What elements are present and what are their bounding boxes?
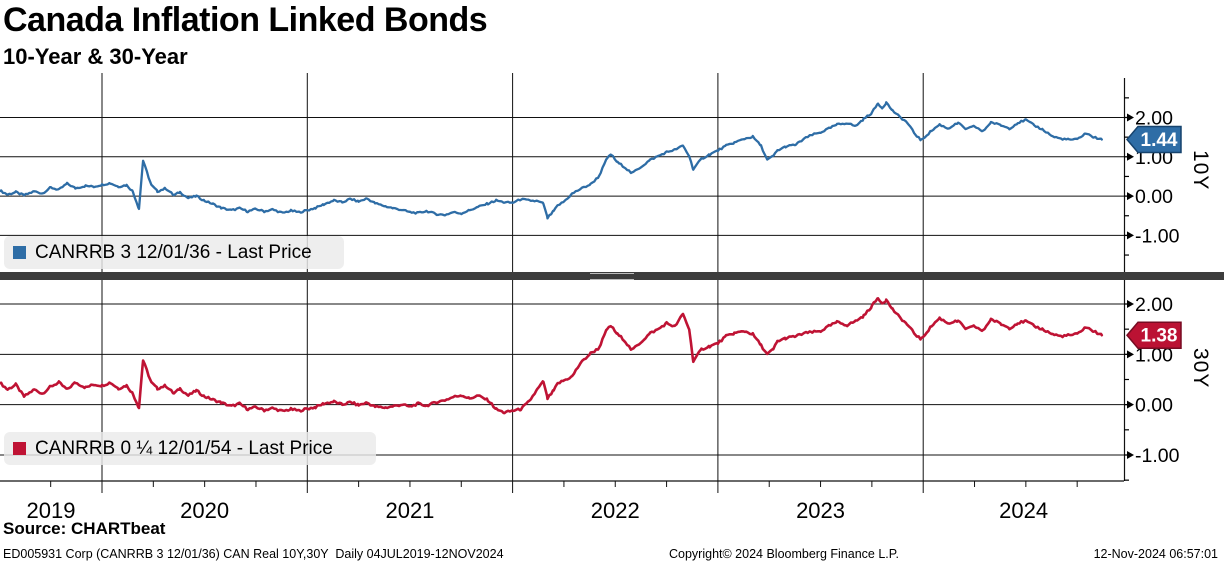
chart-subtitle: 10-Year & 30-Year [3, 44, 188, 69]
y-tick-label: 1.00 [1135, 344, 1173, 366]
y-tick-arrow-icon [1127, 350, 1134, 359]
y-tick-arrow-icon [1127, 192, 1134, 201]
legend-label-10y: CANRRB 3 12/01/36 - Last Price [35, 241, 312, 263]
y-tick-arrow-icon [1127, 400, 1134, 409]
price-tag-value: 1.38 [1141, 326, 1178, 347]
legend-swatch-30y [13, 442, 26, 455]
legend-label-30y: CANRRB 0 ¼ 12/01/54 - Last Price [35, 437, 333, 459]
x-year-label: 2022 [591, 498, 640, 523]
timestamp: 12-Nov-2024 06:57:01 [1093, 547, 1218, 561]
y-tick-label: -1.00 [1135, 445, 1180, 467]
x-year-label: 2023 [796, 498, 845, 523]
series-line-30Y [0, 296, 1104, 415]
x-year-label: 2020 [180, 498, 229, 523]
price-tag-30Y: 1.38 [1126, 321, 1182, 349]
panel-separator [0, 272, 1224, 280]
x-year-label: 2019 [27, 498, 76, 523]
series-line-10Y [0, 101, 1103, 220]
y-tick-arrow-icon [1127, 450, 1134, 459]
price-tag-value: 1.44 [1141, 130, 1178, 151]
chart-title: Canada Inflation Linked Bonds [3, 1, 488, 39]
grid-panel-10Y [0, 73, 1124, 272]
copyright-note: Copyright© 2024 Bloomberg Finance L.P. [669, 547, 899, 561]
panel-splitter-handle[interactable] [590, 273, 634, 280]
y-tick-arrow-icon [1127, 113, 1134, 122]
y-tick-label: 2.00 [1135, 294, 1173, 316]
y-tick-label: 0.00 [1135, 395, 1173, 417]
y-tick-arrow-icon [1127, 231, 1134, 240]
x-year-label: 2024 [999, 498, 1048, 523]
y-tick-label: 2.00 [1135, 108, 1173, 130]
legend-swatch-10y [13, 246, 26, 259]
price-tag-10Y: 1.44 [1126, 125, 1182, 154]
x-year-label: 2021 [385, 498, 434, 523]
y-axis-title-10y: 10Y [1189, 150, 1212, 191]
security-description: ED005931 Corp (CANRRB 3 12/01/36) CAN Re… [3, 547, 504, 561]
y-axis-title-30y: 30Y [1189, 348, 1212, 389]
y-tick-arrow-icon [1127, 152, 1134, 161]
legend-10y[interactable]: CANRRB 3 12/01/36 - Last Price [4, 236, 344, 269]
price-tag-shape [1126, 125, 1182, 154]
legend-30y[interactable]: CANRRB 0 ¼ 12/01/54 - Last Price [4, 432, 376, 465]
y-tick-label: 0.00 [1135, 186, 1173, 208]
x-axis: 2019 2020 2021 2022 2023 2024 [0, 480, 1124, 523]
y-tick-arrow-icon [1127, 300, 1134, 308]
source-note: Source: CHARTbeat [3, 519, 166, 538]
price-tag-shape [1126, 321, 1182, 349]
y-tick-label: -1.00 [1135, 225, 1180, 247]
